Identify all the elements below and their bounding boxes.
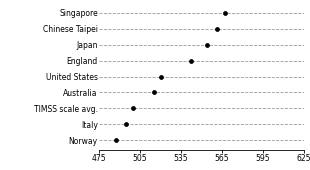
Point bbox=[214, 28, 219, 30]
Point bbox=[222, 12, 227, 14]
Point bbox=[205, 43, 210, 46]
Point bbox=[151, 91, 156, 94]
Point bbox=[188, 59, 193, 62]
Point bbox=[113, 139, 118, 141]
Point bbox=[124, 123, 129, 125]
Point bbox=[131, 107, 136, 110]
Point bbox=[158, 75, 163, 78]
